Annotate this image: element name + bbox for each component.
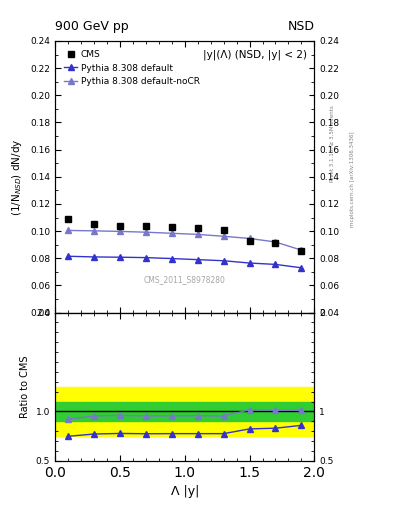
Pythia 8.308 default: [221, 258, 226, 264]
Line: CMS: CMS: [65, 216, 305, 254]
Text: |y|(Λ) (NSD, |y| < 2): |y|(Λ) (NSD, |y| < 2): [203, 49, 307, 59]
CMS: [247, 238, 252, 244]
Pythia 8.308 default-noCR: [299, 247, 304, 253]
CMS: [169, 224, 174, 230]
Pythia 8.308 default-noCR: [221, 233, 226, 239]
Pythia 8.308 default: [169, 255, 174, 262]
Pythia 8.308 default-noCR: [143, 229, 148, 236]
Text: CMS_2011_S8978280: CMS_2011_S8978280: [144, 275, 226, 285]
Pythia 8.308 default: [118, 254, 122, 260]
CMS: [195, 225, 200, 231]
Y-axis label: (1/N$_{NSD}$) dN/dy: (1/N$_{NSD}$) dN/dy: [11, 138, 24, 216]
Text: 900 GeV pp: 900 GeV pp: [55, 20, 129, 33]
X-axis label: Λ |y|: Λ |y|: [171, 485, 199, 498]
Line: Pythia 8.308 default: Pythia 8.308 default: [65, 253, 304, 270]
Line: Pythia 8.308 default-noCR: Pythia 8.308 default-noCR: [65, 228, 304, 253]
Text: mcplots.cern.ch [arXiv:1306.3436]: mcplots.cern.ch [arXiv:1306.3436]: [350, 132, 355, 227]
CMS: [221, 227, 226, 233]
Pythia 8.308 default: [273, 261, 278, 267]
Pythia 8.308 default-noCR: [247, 236, 252, 242]
Pythia 8.308 default: [195, 257, 200, 263]
Bar: [55, 401, 314, 421]
CMS: [143, 223, 148, 229]
Pythia 8.308 default: [143, 254, 148, 261]
Pythia 8.308 default-noCR: [273, 239, 278, 245]
CMS: [299, 248, 304, 254]
CMS: [92, 221, 96, 227]
Bar: [55, 387, 314, 436]
Pythia 8.308 default-noCR: [92, 228, 96, 234]
CMS: [66, 216, 70, 222]
Pythia 8.308 default: [92, 254, 96, 260]
Legend: CMS, Pythia 8.308 default, Pythia 8.308 default-noCR: CMS, Pythia 8.308 default, Pythia 8.308 …: [60, 47, 204, 90]
Pythia 8.308 default-noCR: [195, 231, 200, 238]
Pythia 8.308 default-noCR: [118, 228, 122, 234]
Pythia 8.308 default: [247, 260, 252, 266]
Pythia 8.308 default: [66, 253, 70, 259]
Pythia 8.308 default-noCR: [169, 230, 174, 237]
Y-axis label: Ratio to CMS: Ratio to CMS: [20, 355, 30, 418]
Text: Rivet 3.1.10, ≥ 3.5M events: Rivet 3.1.10, ≥ 3.5M events: [330, 105, 335, 182]
CMS: [273, 240, 278, 246]
Text: NSD: NSD: [287, 20, 314, 33]
CMS: [118, 223, 122, 229]
Pythia 8.308 default: [299, 265, 304, 271]
Pythia 8.308 default-noCR: [66, 227, 70, 233]
